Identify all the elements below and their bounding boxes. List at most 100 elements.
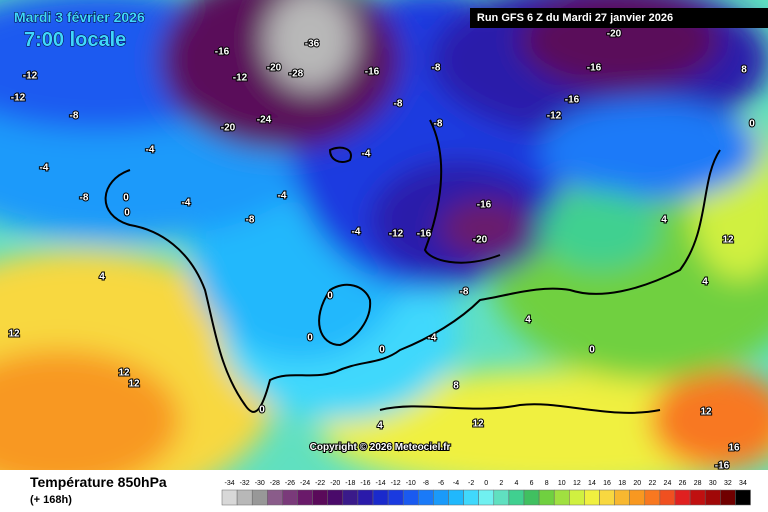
run-info: Run GFS 6 Z du Mardi 27 janvier 2026 bbox=[477, 12, 673, 24]
scale-swatch bbox=[720, 489, 736, 506]
scale-label: 6 bbox=[530, 480, 534, 487]
isotherm-label: 4 bbox=[702, 277, 708, 288]
isotherm-label: -8 bbox=[394, 99, 403, 110]
isotherm-label: 4 bbox=[525, 315, 531, 326]
scale-swatch bbox=[402, 489, 419, 506]
isotherm-label: -16 bbox=[215, 47, 230, 58]
scale-label: 4 bbox=[514, 480, 518, 487]
isotherm-label: -28 bbox=[289, 69, 304, 80]
scale-label: 30 bbox=[709, 480, 717, 487]
scale-swatch bbox=[735, 489, 751, 506]
field-title: Température 850hPa bbox=[30, 474, 167, 490]
scale-swatch bbox=[221, 489, 238, 506]
scale-swatch bbox=[418, 489, 434, 506]
scale-swatch bbox=[433, 489, 449, 506]
scale-label: -20 bbox=[330, 480, 340, 487]
scale-label: 32 bbox=[724, 480, 732, 487]
isotherm-label: -4 bbox=[278, 191, 287, 202]
scale-swatch bbox=[297, 489, 313, 506]
scale-swatch bbox=[342, 489, 359, 506]
isotherm-label: 4 bbox=[377, 421, 383, 432]
isotherm-label: -4 bbox=[352, 227, 361, 238]
scale-label: -18 bbox=[345, 480, 355, 487]
isotherm-label: 0 bbox=[259, 405, 265, 416]
scale-swatch bbox=[267, 489, 283, 506]
scale-label: -2 bbox=[468, 480, 474, 487]
scale-swatch bbox=[282, 489, 298, 506]
scale-label: 22 bbox=[648, 480, 656, 487]
isotherm-label: -8 bbox=[70, 111, 79, 122]
scale-swatch bbox=[463, 489, 479, 506]
run-banner bbox=[470, 8, 768, 28]
scale-label: 2 bbox=[499, 480, 503, 487]
scale-label: -28 bbox=[270, 480, 280, 487]
scale-label: 8 bbox=[545, 480, 549, 487]
scale-label: -4 bbox=[453, 480, 459, 487]
isotherm-label: -12 bbox=[23, 71, 38, 82]
scale-label: 12 bbox=[573, 480, 581, 487]
forecast-range: (+ 168h) bbox=[30, 494, 72, 506]
isotherm-label: -12 bbox=[389, 229, 404, 240]
scale-swatch bbox=[614, 489, 630, 506]
copyright: Copyright © 2026 Meteociel.fr bbox=[310, 442, 451, 453]
isotherm-label: -4 bbox=[182, 198, 191, 209]
isotherm-label: 4 bbox=[99, 272, 105, 283]
scale-swatch bbox=[327, 489, 344, 506]
isotherm-label: 16 bbox=[728, 443, 740, 454]
isotherm-label: 12 bbox=[722, 235, 734, 246]
scale-label: 34 bbox=[739, 480, 747, 487]
scale-label: -32 bbox=[240, 480, 250, 487]
isotherm-label: 0 bbox=[379, 345, 385, 356]
isotherm-label: -12 bbox=[11, 93, 26, 104]
scale-label: -16 bbox=[360, 480, 370, 487]
isotherm-label: -16 bbox=[417, 229, 432, 240]
scale-swatch bbox=[553, 489, 570, 506]
scale-label: -34 bbox=[224, 480, 234, 487]
scale-label: -8 bbox=[423, 480, 429, 487]
scale-swatch bbox=[538, 489, 555, 506]
isotherm-label: 0 bbox=[589, 345, 595, 356]
coastlines bbox=[104, 119, 721, 414]
scale-swatch bbox=[569, 489, 585, 506]
scale-swatch bbox=[508, 489, 525, 506]
scale-label: 16 bbox=[603, 480, 611, 487]
scale-label: -26 bbox=[285, 480, 295, 487]
scale-label: 0 bbox=[484, 480, 488, 487]
isotherm-label: -12 bbox=[233, 73, 248, 84]
isotherm-label: -16 bbox=[477, 200, 492, 211]
scale-swatch bbox=[704, 489, 721, 506]
isotherm-label: -8 bbox=[80, 193, 89, 204]
isotherm-label: 0 bbox=[307, 333, 313, 344]
scale-swatch bbox=[236, 489, 253, 506]
isotherm-label: 4 bbox=[661, 215, 667, 226]
scale-swatch bbox=[478, 489, 495, 506]
isotherm-label: 0 bbox=[327, 291, 333, 302]
scale-swatch bbox=[659, 489, 676, 506]
isotherm-label: 12 bbox=[8, 329, 20, 340]
scale-label: -10 bbox=[406, 480, 416, 487]
isotherm-label: -20 bbox=[607, 29, 622, 40]
scale-swatch bbox=[251, 489, 268, 506]
scale-label: 18 bbox=[618, 480, 626, 487]
scale-label: -6 bbox=[438, 480, 444, 487]
isotherm-label: 12 bbox=[128, 379, 140, 390]
scale-swatch bbox=[372, 489, 389, 506]
scale-swatch bbox=[523, 489, 540, 506]
scale-swatch bbox=[357, 489, 374, 506]
scale-label: 20 bbox=[633, 480, 641, 487]
scale-swatch bbox=[448, 489, 464, 506]
map-labels: -12-12-8-4-4-8 00-44121212-16-12-20-24-20… bbox=[7, 28, 756, 473]
scale-label: 10 bbox=[558, 480, 566, 487]
isotherm-label: -8 bbox=[460, 287, 469, 298]
isotherm-label: -16 bbox=[587, 63, 602, 74]
isotherm-label: -12 bbox=[547, 111, 562, 122]
isotherm-label: -8 bbox=[432, 63, 441, 74]
date: Mardi 3 février 2026 bbox=[14, 9, 145, 25]
color-scale: -34 -32 -30 -28 -26 -24 -22 -20 -18 -16 -14 -12 -10-… bbox=[221, 480, 751, 506]
isotherm-label: -20 bbox=[267, 63, 282, 74]
scale-swatch bbox=[644, 489, 661, 506]
isotherm-label: -36 bbox=[305, 39, 320, 50]
isotherm-label: -4 bbox=[428, 333, 437, 344]
isotherm-label: -16 bbox=[365, 67, 380, 78]
isotherm-label: 8 bbox=[453, 381, 459, 392]
